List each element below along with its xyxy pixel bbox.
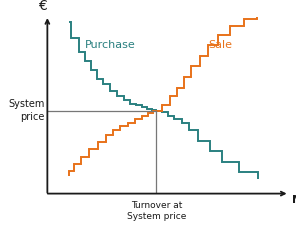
Text: MW: MW: [292, 195, 296, 205]
Text: Turnover at
System price: Turnover at System price: [127, 201, 186, 221]
Text: System
price: System price: [9, 99, 45, 122]
Text: Purchase: Purchase: [85, 40, 135, 50]
Text: Sale: Sale: [208, 40, 232, 50]
Text: €: €: [38, 0, 47, 13]
